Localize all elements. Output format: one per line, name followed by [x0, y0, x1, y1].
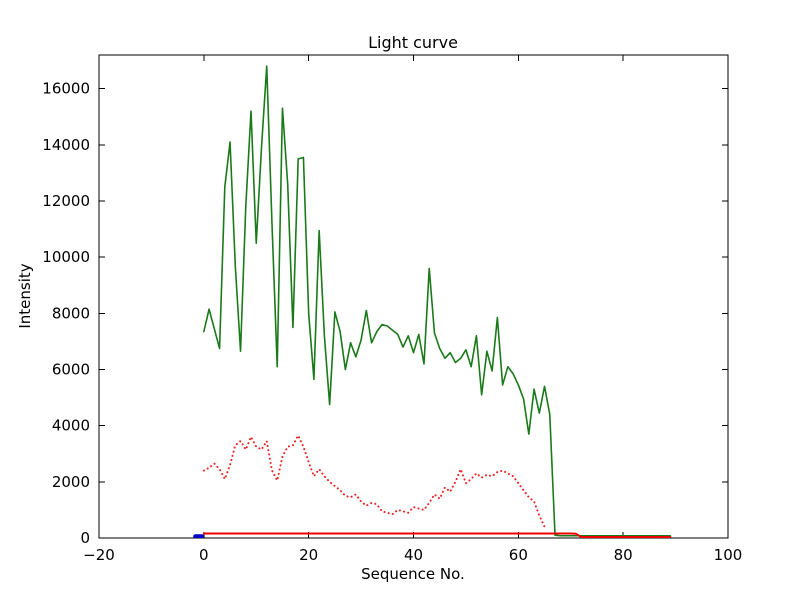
- y-axis-title: Intensity: [16, 263, 34, 328]
- y-tick-label: 2000: [52, 473, 90, 491]
- y-tick-label: 6000: [52, 361, 90, 379]
- x-tick-label: 40: [404, 546, 423, 564]
- chart-title: Light curve: [368, 33, 458, 52]
- x-axis-ticks: −20 0 20 40 60 80 100: [83, 55, 742, 564]
- y-tick-label: 14000: [42, 136, 90, 154]
- y-tick-label: 10000: [42, 248, 90, 266]
- x-tick-label: −20: [83, 546, 115, 564]
- x-axis-title: Sequence No.: [361, 565, 465, 583]
- y-tick-label: 4000: [52, 417, 90, 435]
- x-tick-label: 60: [509, 546, 528, 564]
- y-tick-label: 8000: [52, 304, 90, 322]
- plot-frame: [98, 54, 729, 539]
- series-red-solid-baseline: [202, 532, 672, 538]
- y-tick-label: 0: [80, 529, 90, 547]
- x-tick-label: 20: [299, 546, 318, 564]
- data-series-group: [193, 65, 672, 538]
- x-tick-label: 100: [714, 546, 743, 564]
- y-tick-label: 16000: [42, 80, 90, 98]
- y-axis-ticks: 0 2000 4000 6000 8000 10000 12000 14000 16000: [42, 80, 728, 547]
- series-green-curve: [203, 65, 672, 537]
- x-tick-label: 80: [614, 546, 633, 564]
- x-tick-label: 0: [199, 546, 209, 564]
- y-tick-label: 12000: [42, 192, 90, 210]
